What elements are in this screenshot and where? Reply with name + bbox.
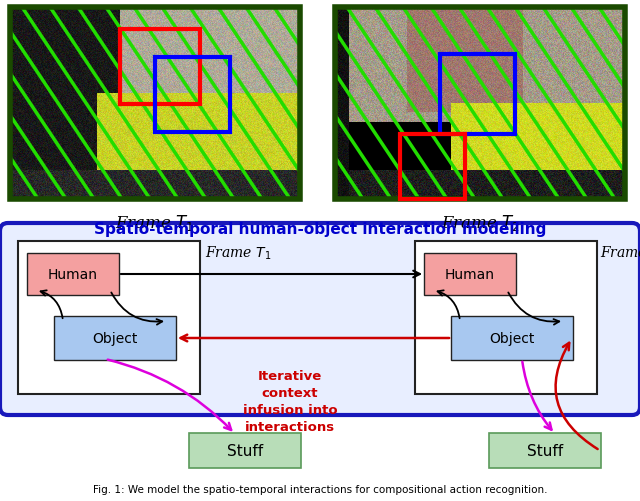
Text: Stuff: Stuff bbox=[527, 443, 563, 458]
Bar bbox=[400, 135, 465, 199]
FancyBboxPatch shape bbox=[489, 433, 601, 468]
Text: Frame $T_2$: Frame $T_2$ bbox=[600, 244, 640, 262]
Bar bbox=[415, 241, 597, 394]
FancyBboxPatch shape bbox=[27, 254, 119, 296]
Text: Frame $T_1$: Frame $T_1$ bbox=[205, 244, 271, 262]
Text: Frame $T_1$: Frame $T_1$ bbox=[115, 212, 195, 232]
FancyBboxPatch shape bbox=[0, 223, 640, 415]
Bar bbox=[10, 8, 300, 199]
FancyBboxPatch shape bbox=[54, 316, 176, 360]
Text: Object: Object bbox=[490, 331, 534, 345]
Text: Human: Human bbox=[48, 268, 98, 282]
Text: Frame $T_2$: Frame $T_2$ bbox=[440, 212, 520, 232]
Text: Object: Object bbox=[92, 331, 138, 345]
Text: Fig. 1: We model the spatio-temporal interactions for compositional action recog: Fig. 1: We model the spatio-temporal int… bbox=[93, 484, 547, 494]
Text: Stuff: Stuff bbox=[227, 443, 263, 458]
Bar bbox=[120, 30, 200, 105]
FancyBboxPatch shape bbox=[424, 254, 516, 296]
Text: Spatio-temporal human-object interaction modelling: Spatio-temporal human-object interaction… bbox=[94, 221, 546, 236]
Text: Human: Human bbox=[445, 268, 495, 282]
Bar bbox=[155, 58, 230, 133]
Bar bbox=[18, 241, 200, 394]
Text: Iterative
context
infusion into
interactions: Iterative context infusion into interact… bbox=[243, 369, 337, 433]
Bar bbox=[335, 8, 625, 199]
FancyBboxPatch shape bbox=[189, 433, 301, 468]
FancyBboxPatch shape bbox=[451, 316, 573, 360]
Bar bbox=[440, 55, 515, 135]
